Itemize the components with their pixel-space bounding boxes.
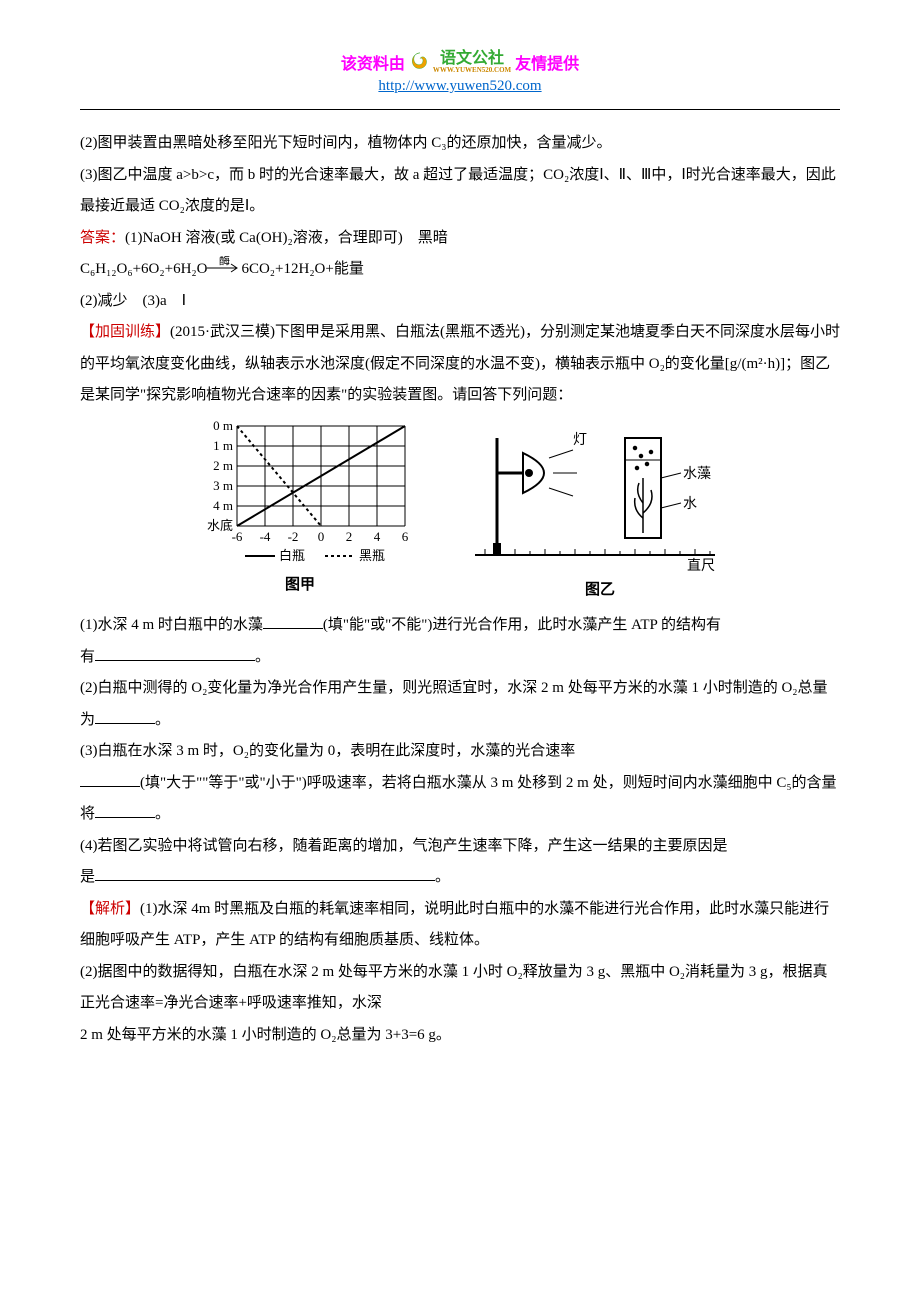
divider bbox=[80, 109, 840, 110]
figure-jia: 0 m 1 m 2 m 3 m 4 m 水底 bbox=[185, 418, 415, 607]
answer-1: (1)NaOH 溶液(或 Ca(OH)₂溶液，合理即可) 黑暗 bbox=[125, 230, 448, 246]
reaction-arrow-icon: 酶 bbox=[207, 255, 241, 287]
eq-top: 酶 bbox=[219, 256, 230, 267]
blank bbox=[95, 706, 155, 724]
lamp-label: 灯 bbox=[573, 432, 587, 448]
svg-text:水底: 水底 bbox=[207, 518, 233, 533]
q4-cont: 是。 bbox=[80, 862, 840, 894]
eq-left: C₆H₁₂O₆+6O₂+6H₂O bbox=[80, 261, 207, 277]
svg-text:4 m: 4 m bbox=[213, 498, 233, 513]
header-url: http://www.yuwen520.com bbox=[80, 78, 840, 95]
figure-yi: 灯 水藻 bbox=[465, 418, 735, 607]
q2: (2)白瓶中测得的 O₂变化量为净光合作用产生量，则光照适宜时，水深 2 m 处… bbox=[80, 673, 840, 736]
svg-text:4: 4 bbox=[374, 529, 381, 544]
jiexi-2: (2)据图中的数据得知，白瓶在水深 2 m 处每平方米的水藻 1 小时 O₂释放… bbox=[80, 957, 840, 1020]
svg-text:0 m: 0 m bbox=[213, 418, 233, 433]
site-logo: 语文公社 WWW.YUWEN520.COM bbox=[409, 51, 511, 74]
content: (2)图甲装置由黑暗处移至阳光下短时间内，植物体内 C₃的还原加快，含量减少。 … bbox=[80, 128, 840, 1051]
blank bbox=[95, 801, 155, 819]
jiexi-1-text: (1)水深 4m 时黑瓶及白瓶的耗氧速率相同，说明此时白瓶中的水藻不能进行光合作… bbox=[80, 901, 829, 949]
svg-text:2 m: 2 m bbox=[213, 458, 233, 473]
algae-label: 水藻 bbox=[683, 466, 711, 482]
blank bbox=[80, 769, 140, 787]
q1-cont: 有。 bbox=[80, 642, 840, 674]
q3-end: 。 bbox=[155, 806, 170, 822]
answer-label: 答案： bbox=[80, 230, 125, 246]
q1-end: 。 bbox=[255, 649, 270, 665]
answer-2-3: (2)减少 (3)a Ⅰ bbox=[80, 286, 840, 318]
blank bbox=[263, 612, 323, 630]
caption-jia: 图甲 bbox=[285, 570, 315, 602]
header-post: 友情提供 bbox=[515, 50, 579, 74]
jiexi-1: 【解析】(1)水深 4m 时黑瓶及白瓶的耗氧速率相同，说明此时白瓶中的水藻不能进… bbox=[80, 894, 840, 957]
para-3: (3)图乙中温度 a>b>c，而 b 时的光合速率最大，故 a 超过了最适温度；… bbox=[80, 160, 840, 223]
page-header: 该资料由 语文公社 WWW.YUWEN520.COM 友情提供 http://w… bbox=[80, 50, 840, 95]
svg-text:-4: -4 bbox=[260, 529, 271, 544]
q1: (1)水深 4 m 时白瓶中的水藻 (填"能"或"不能")进行光合作用，此时水藻产… bbox=[80, 610, 840, 642]
logo-text: 语文公社 WWW.YUWEN520.COM bbox=[433, 51, 511, 74]
q3-line2: (填"大于""等于"或"小于")呼吸速率，若将白瓶水藻从 3 m 处移到 2 m… bbox=[80, 768, 840, 831]
svg-text:6: 6 bbox=[402, 529, 409, 544]
q1-a: (1)水深 4 m 时白瓶中的水藻 bbox=[80, 617, 263, 633]
q3-hint: (填"大于""等于"或"小于")呼吸速率，若将白瓶水藻从 3 m 处移到 2 m… bbox=[80, 775, 837, 823]
para-2: (2)图甲装置由黑暗处移至阳光下短时间内，植物体内 C₃的还原加快，含量减少。 bbox=[80, 128, 840, 160]
logo-en: WWW.YUWEN520.COM bbox=[433, 67, 511, 74]
page: 该资料由 语文公社 WWW.YUWEN520.COM 友情提供 http://w… bbox=[0, 0, 920, 1091]
eq-right: 6CO₂+12H₂O+能量 bbox=[241, 261, 363, 277]
jiagu-block: 【加固训练】(2015·武汉三模)下图甲是采用黑、白瓶法(黑瓶不透光)，分别测定… bbox=[80, 317, 840, 412]
svg-text:3 m: 3 m bbox=[213, 478, 233, 493]
q4-end: 。 bbox=[435, 869, 450, 885]
jiagu-label: 【加固训练】 bbox=[80, 324, 170, 340]
svg-text:-6: -6 bbox=[232, 529, 243, 544]
caption-yi: 图乙 bbox=[585, 575, 615, 607]
logo-cn: 语文公社 bbox=[440, 51, 504, 67]
diagram-yi: 灯 水藻 bbox=[465, 418, 735, 573]
blank bbox=[95, 864, 435, 882]
q4-a: (4)若图乙实验中将试管向右移，随着距离的增加，气泡产生速率下降，产生这一结果的… bbox=[80, 838, 728, 854]
q2-a: (2)白瓶中测得的 O₂变化量为净光合作用产生量，则光照适宜时，水深 2 m 处… bbox=[80, 680, 828, 728]
header-pre: 该资料由 bbox=[341, 50, 405, 74]
jiagu-text: (2015·武汉三模)下图甲是采用黑、白瓶法(黑瓶不透光)，分别测定某池塘夏季白… bbox=[80, 324, 840, 403]
black-bottle-line bbox=[237, 426, 321, 526]
svg-text:黑瓶: 黑瓶 bbox=[359, 548, 385, 563]
svg-text:0: 0 bbox=[318, 529, 325, 544]
swirl-icon bbox=[409, 51, 431, 73]
q3-line1: (3)白瓶在水深 3 m 时，O₂的变化量为 0，表明在此深度时，水藻的光合速率 bbox=[80, 736, 840, 768]
q2-end: 。 bbox=[155, 712, 170, 728]
svg-text:白瓶: 白瓶 bbox=[279, 548, 305, 563]
ruler-label: 直尺 bbox=[687, 557, 715, 573]
q4: (4)若图乙实验中将试管向右移，随着距离的增加，气泡产生速率下降，产生这一结果的… bbox=[80, 831, 840, 863]
q1-hint: (填"能"或"不能")进行光合作用，此时水藻产生 ATP 的结构有 bbox=[323, 617, 721, 633]
svg-text:-2: -2 bbox=[288, 529, 299, 544]
equation-line: C₆H₁₂O₆+6O₂+6H₂O 酶 6CO₂+12H₂O+能量 bbox=[80, 254, 840, 286]
jiexi-label: 【解析】 bbox=[80, 901, 140, 917]
answer-line1: 答案：(1)NaOH 溶液(或 Ca(OH)₂溶液，合理即可) 黑暗 bbox=[80, 223, 840, 255]
jiexi-3: 2 m 处每平方米的水藻 1 小时制造的 O₂总量为 3+3=6 g。 bbox=[80, 1020, 840, 1052]
blank bbox=[95, 643, 255, 661]
figures-row: 0 m 1 m 2 m 3 m 4 m 水底 bbox=[80, 418, 840, 607]
svg-text:1 m: 1 m bbox=[213, 438, 233, 453]
svg-text:2: 2 bbox=[346, 529, 353, 544]
water-label: 水 bbox=[683, 496, 697, 512]
chart-jia: 0 m 1 m 2 m 3 m 4 m 水底 bbox=[185, 418, 415, 568]
header-line1: 该资料由 语文公社 WWW.YUWEN520.COM 友情提供 bbox=[341, 50, 579, 74]
